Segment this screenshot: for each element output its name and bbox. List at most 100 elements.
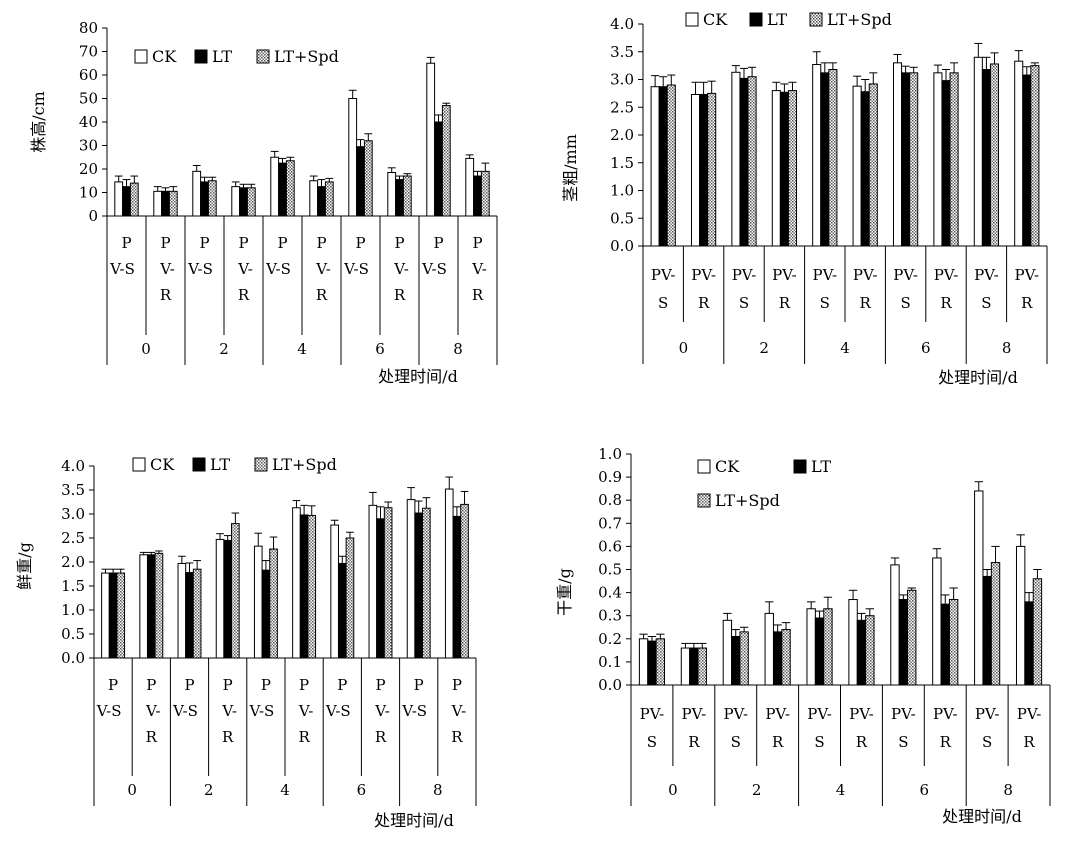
category-label-mid: V- [221, 702, 237, 720]
legend-swatch-lt [192, 457, 206, 472]
legend-swatch-ck [132, 457, 146, 472]
group-label: 6 [921, 339, 931, 357]
bar-lt [395, 179, 404, 217]
x-axis-label: 处理时间/d [374, 811, 454, 830]
legend-swatch-ck [134, 49, 148, 64]
y-tick-label: 0.5 [610, 209, 634, 227]
category-label-top: P [199, 234, 209, 252]
bar-ck [192, 170, 202, 217]
category-label-mid: V- [145, 702, 161, 720]
bar-ck [101, 572, 110, 659]
bar-lt-spd [480, 170, 490, 217]
category-label-top: P [238, 234, 248, 252]
category-label-top: PV- [975, 705, 1000, 723]
category-label-top: PV- [933, 705, 958, 723]
group-label: 4 [840, 339, 850, 357]
y-tick-label: 0.5 [61, 625, 85, 643]
legend-swatch-lt-spd [256, 49, 270, 64]
category-label-top: P [414, 676, 424, 694]
category-label-top: P [355, 234, 365, 252]
bar-lt [1022, 74, 1032, 247]
group-label: 8 [1002, 339, 1012, 357]
category-label-top: P [337, 676, 347, 694]
bar-lt-spd [402, 175, 412, 217]
bar-lt-spd [460, 503, 469, 659]
category-label-mid: V- [393, 260, 409, 278]
legend-label-lt-spd: LT+Spd [715, 491, 780, 510]
group-label: 4 [297, 340, 307, 358]
category-label-top: PV- [1017, 705, 1042, 723]
group-label: 6 [920, 781, 930, 799]
category-label-bottom: V-S [187, 260, 213, 278]
bar-lt-spd [192, 568, 202, 659]
bar-lt-spd [739, 631, 749, 686]
category-label-top: P [452, 676, 462, 694]
category-label-bottom: V-S [265, 260, 291, 278]
category-label-top: P [375, 676, 385, 694]
category-label-bottom: R [394, 286, 406, 304]
bar-ck [177, 562, 187, 659]
bar-lt [223, 539, 233, 659]
bar-lt [647, 640, 657, 686]
legend-swatch-lt [793, 459, 807, 474]
category-label-top: PV- [682, 705, 707, 723]
bar-lt [278, 162, 287, 217]
legend-label-lt: LT [212, 47, 232, 66]
y-tick-label: 50 [79, 90, 98, 108]
bar-lt [473, 175, 482, 217]
y-tick-label: 80 [79, 19, 98, 37]
bar-ck [848, 599, 858, 686]
y-tick-label: 0.2 [598, 630, 622, 648]
category-label-top: PV- [893, 266, 918, 284]
bar-lt [1024, 601, 1034, 686]
x-axis-label: 处理时间/d [942, 807, 1022, 826]
bar-lt [239, 187, 248, 217]
category-label-top: P [433, 234, 443, 252]
bar-lt [772, 631, 783, 686]
y-tick-label: 0.0 [598, 676, 622, 694]
bar-ck [973, 56, 983, 247]
bar-lt-spd [948, 599, 959, 686]
bar-lt-spd [828, 69, 838, 247]
bar-lt [731, 635, 741, 686]
bar-ck [650, 86, 660, 247]
bar-ck [731, 71, 741, 247]
y-tick-label: 1.5 [610, 154, 634, 172]
bar-lt [898, 599, 909, 686]
category-label-bottom: R [451, 728, 463, 746]
category-label-mid: V- [237, 260, 253, 278]
category-label-bottom: S [898, 733, 908, 751]
category-label-bottom: R [375, 728, 387, 746]
category-label-bottom: V-S [325, 702, 351, 720]
bar-ck [852, 85, 862, 247]
bar-lt [820, 72, 830, 247]
category-label-bottom: R [238, 286, 250, 304]
y-tick-label: 3.5 [61, 481, 85, 499]
bar-lt-spd [865, 615, 875, 686]
category-label-top: P [316, 234, 326, 252]
bar-lt [261, 569, 271, 659]
bar-lt-spd [345, 537, 355, 659]
bar-ck [892, 62, 903, 247]
category-label-bottom: S [982, 733, 992, 751]
y-tick-label: 0.3 [598, 607, 622, 625]
bar-lt-spd [907, 589, 917, 686]
category-label-bottom: R [688, 733, 700, 751]
bar-lt-spd [707, 92, 717, 247]
bar-ck [771, 90, 781, 247]
category-label-top: P [394, 234, 404, 252]
legend-swatch-lt [194, 49, 208, 64]
category-label-bottom: V-S [172, 702, 198, 720]
group-label: 8 [1003, 781, 1013, 799]
category-label-top: P [108, 676, 118, 694]
category-label-bottom: V-S [248, 702, 274, 720]
y-tick-label: 0.6 [598, 537, 622, 555]
bar-lt-spd [285, 160, 295, 217]
bar-ck [270, 156, 280, 217]
bar-ck [253, 545, 263, 659]
category-label-bottom: S [900, 294, 910, 312]
group-label: 0 [668, 781, 678, 799]
legend-label-lt-spd: LT+Spd [827, 10, 892, 29]
y-axis-label: 株高/cm [29, 91, 48, 153]
y-tick-label: 2.5 [610, 98, 634, 116]
